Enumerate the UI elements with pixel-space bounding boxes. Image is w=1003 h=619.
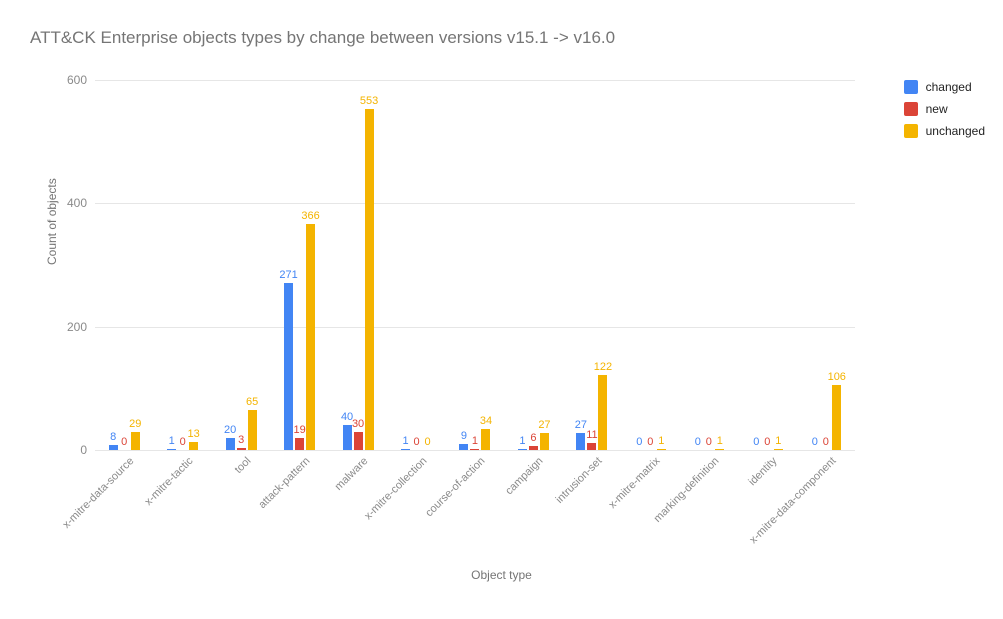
bar-value-label: 1 [519, 435, 525, 447]
bar-value-label: 1 [169, 435, 175, 447]
bar-value-label: 1 [775, 435, 781, 447]
legend-item: unchanged [904, 124, 985, 138]
bar-value-label: 0 [636, 436, 642, 448]
bar-value-label: 20 [224, 424, 236, 436]
bar: 20 [226, 438, 235, 450]
bar-value-label: 9 [461, 430, 467, 442]
legend-label: new [926, 102, 948, 116]
bar-group: 001 [680, 80, 738, 450]
bar: 1 [167, 449, 176, 450]
bar-value-label: 1 [717, 435, 723, 447]
y-axis-label: Count of objects [45, 178, 59, 265]
bar-value-label: 30 [352, 418, 364, 430]
bar: 29 [131, 432, 140, 450]
bar-value-label: 0 [180, 436, 186, 448]
bar: 40 [343, 425, 352, 450]
bar-value-label: 122 [594, 361, 612, 373]
bar: 122 [598, 375, 607, 450]
bar-value-label: 106 [828, 371, 846, 383]
bar: 65 [248, 410, 257, 450]
gridline [95, 450, 855, 451]
bar-group: 2711122 [563, 80, 621, 450]
bar-value-label: 271 [279, 269, 297, 281]
legend-swatch [904, 124, 918, 138]
bar-value-label: 65 [246, 396, 258, 408]
bar: 271 [284, 283, 293, 450]
bar-value-label: 0 [812, 436, 818, 448]
bar-value-label: 0 [753, 436, 759, 448]
bar-value-label: 0 [647, 436, 653, 448]
bar-value-label: 0 [823, 436, 829, 448]
bar: 6 [529, 446, 538, 450]
bar: 11 [587, 443, 596, 450]
bar-group: 1627 [504, 80, 562, 450]
legend-item: new [904, 102, 985, 116]
bar-group: 00 1 [621, 80, 679, 450]
bar-value-label: 13 [188, 428, 200, 440]
legend: changed new unchanged [904, 80, 985, 146]
bar-value-label: 27 [575, 419, 587, 431]
bar-value-label: 8 [110, 431, 116, 443]
legend-swatch [904, 102, 918, 116]
bar-group: 100 [387, 80, 445, 450]
bar: 1 [401, 449, 410, 450]
bar-group: 4030553 [329, 80, 387, 450]
bar-value-label: 1 [658, 435, 664, 447]
bar-value-label: 0 [695, 436, 701, 448]
bar: 1 [774, 449, 783, 450]
bar-value-label: 0 [424, 436, 430, 448]
bar-value-label: 553 [360, 95, 378, 107]
bar-value-label: 6 [530, 432, 536, 444]
x-axis-label: Object type [0, 568, 1003, 582]
bar-value-label: 0 [121, 436, 127, 448]
bar: 8 [109, 445, 118, 450]
bar: 366 [306, 224, 315, 450]
bar: 106 [832, 385, 841, 450]
bar-value-label: 27 [538, 419, 550, 431]
bar-group: 00 1 [738, 80, 796, 450]
bar-value-label: 0 [413, 436, 419, 448]
y-tick-label: 200 [67, 320, 87, 334]
bar-group: 1 013 [153, 80, 211, 450]
bar: 34 [481, 429, 490, 450]
bar-group: 20365 [212, 80, 270, 450]
bar-group: 8029 [95, 80, 153, 450]
bar-value-label: 1 [472, 435, 478, 447]
bar: 1 [470, 449, 479, 450]
bar-value-label: 1 [402, 435, 408, 447]
legend-label: changed [926, 80, 972, 94]
y-tick-label: 0 [80, 443, 87, 457]
chart-plot-area: 0200400600802910132036527119366403055310… [95, 80, 855, 450]
bar: 9 [459, 444, 468, 450]
bar: 19 [295, 438, 304, 450]
legend-label: unchanged [926, 124, 985, 138]
legend-item: changed [904, 80, 985, 94]
bar: 3 [237, 448, 246, 450]
bar-group: 9134 [446, 80, 504, 450]
chart-title: ATT&CK Enterprise objects types by chang… [30, 28, 615, 48]
bar-value-label: 0 [706, 436, 712, 448]
bar: 1 [715, 449, 724, 450]
bar-group: 27119366 [270, 80, 328, 450]
bar-value-label: 34 [480, 415, 492, 427]
bar: 1 [657, 449, 666, 450]
bar: 27 [576, 433, 585, 450]
bar-value-label: 29 [129, 418, 141, 430]
bar-value-label: 366 [301, 210, 319, 222]
bar: 1 [518, 449, 527, 450]
bar-value-label: 11 [586, 429, 597, 441]
bar: 27 [540, 433, 549, 450]
y-tick-label: 600 [67, 73, 87, 87]
bar: 30 [354, 432, 363, 451]
bar-value-label: 0 [764, 436, 770, 448]
bar-group: 00106 [797, 80, 855, 450]
bar: 553 [365, 109, 374, 450]
legend-swatch [904, 80, 918, 94]
bar-value-label: 19 [293, 424, 305, 436]
bar: 13 [189, 442, 198, 450]
bar-value-label: 3 [238, 434, 244, 446]
y-tick-label: 400 [67, 196, 87, 210]
